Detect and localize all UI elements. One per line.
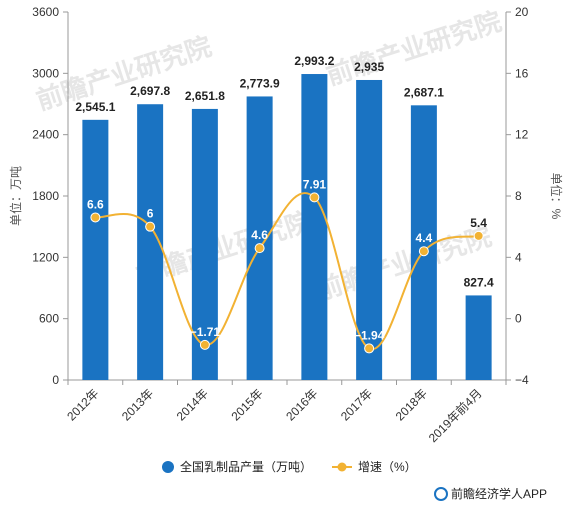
left-tick-label: 2400	[32, 128, 59, 142]
left-axis-title: 单位：万吨	[8, 166, 23, 226]
line-point	[473, 230, 484, 241]
left-tick-label: 600	[39, 312, 59, 326]
growth-line	[95, 192, 479, 350]
source-label: 前瞻经济学人APP	[451, 486, 547, 501]
legend: 全国乳制品产量（万吨） 增速（%）	[162, 459, 417, 474]
line-series: 6.6 6 −1.71 4.6 7.91 −1.94 4.4 5.4	[87, 177, 487, 354]
bar-value-label: 2,697.8	[130, 84, 170, 98]
line-value-label: −1.94	[354, 328, 385, 342]
line-point	[199, 339, 210, 350]
x-tick-label: 2015年	[228, 386, 265, 423]
right-tick-label: −4	[515, 373, 529, 387]
bar	[191, 108, 218, 380]
bar-value-label: 2,935	[354, 60, 384, 74]
right-axis-title: 单位：%	[549, 173, 564, 220]
line-point	[254, 243, 265, 254]
source-credit: 前瞻经济学人APP	[434, 486, 547, 501]
left-tick-label: 3000	[32, 66, 59, 80]
right-tick-label: 8	[515, 189, 522, 203]
bar-series: 2,545.1 2,697.8 2,651.8 2,773.9 2,993.2 2,935…	[75, 54, 494, 381]
x-tick-label: 2019年前4月	[425, 386, 485, 446]
x-tick-label: 2012年	[64, 386, 101, 423]
left-tick-label: 3600	[32, 5, 59, 19]
left-tick-label: 1200	[32, 250, 59, 264]
x-tick-label: 2018年	[393, 386, 430, 423]
bar	[356, 79, 383, 380]
watermark-text: 前瞻产业研究院	[33, 31, 215, 116]
bar-value-label: 2,993.2	[294, 54, 334, 68]
bar	[82, 119, 109, 380]
right-tick-label: 0	[515, 312, 522, 326]
bar	[410, 105, 437, 380]
legend-bar-swatch	[162, 461, 174, 473]
bar	[301, 74, 328, 380]
bar-value-label: 2,773.9	[240, 76, 280, 90]
x-tick-label: 2016年	[283, 386, 320, 423]
line-point	[90, 212, 101, 223]
legend-line-label: 增速（%）	[358, 460, 417, 474]
bar-value-label: 2,687.1	[404, 85, 444, 99]
bar	[246, 96, 273, 381]
line-value-label: 4.6	[251, 228, 268, 242]
line-point	[364, 343, 375, 354]
bar	[465, 295, 492, 380]
line-value-label: 4.4	[416, 231, 433, 245]
source-logo-icon	[434, 487, 448, 501]
bar-value-label: 2,545.1	[75, 100, 115, 114]
right-tick-label: 12	[515, 128, 529, 142]
right-tick-label: 4	[515, 250, 522, 264]
x-tick-label: 2013年	[119, 386, 156, 423]
x-tick-label: 2017年	[338, 386, 375, 423]
line-point	[145, 221, 156, 232]
right-tick-label: 16	[515, 66, 529, 80]
line-point	[309, 192, 320, 203]
bar-value-label: 2,651.8	[185, 89, 225, 103]
watermark-text: 前瞻产业研究院	[323, 6, 505, 91]
legend-line-swatch-dot	[337, 462, 347, 472]
line-value-label: 7.91	[303, 177, 327, 191]
left-tick-label: 1800	[32, 189, 59, 203]
line-value-label: 5.4	[470, 216, 487, 230]
right-tick-label: 20	[515, 5, 529, 19]
left-tick-label: 0	[52, 373, 59, 387]
bar-value-label: 827.4	[464, 275, 494, 289]
line-value-label: 6.6	[87, 197, 104, 211]
line-value-label: 6	[147, 207, 154, 221]
legend-bar-label: 全国乳制品产量（万吨）	[180, 459, 312, 474]
x-tick-label: 2014年	[174, 386, 211, 423]
line-value-label: −1.71	[190, 325, 221, 339]
line-point	[418, 246, 429, 257]
